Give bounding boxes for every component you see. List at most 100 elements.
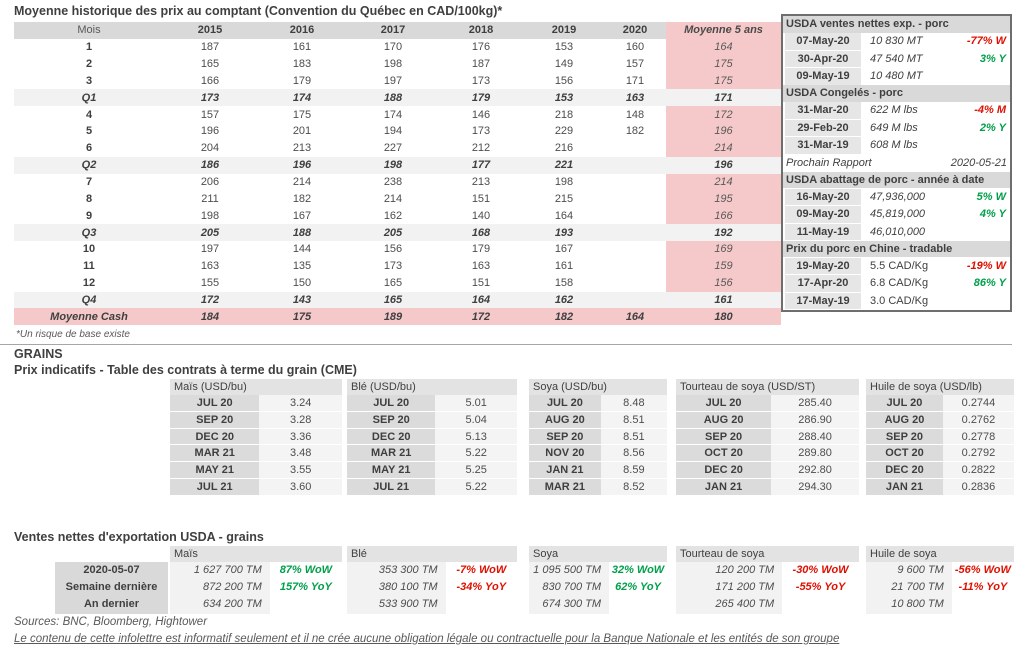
futures-price: 5.01 [435, 395, 517, 412]
export-change: 157% YoY [279, 581, 332, 594]
futures-contract-month: JUL 20 [866, 395, 943, 412]
pork-price-cell: 182 [524, 308, 604, 326]
panel-row-change: 5% W [976, 190, 1006, 203]
pork-price-cell: 205 [164, 224, 256, 241]
pork-price-cell: 173 [164, 89, 256, 107]
export-row-labels: 2020-05-07 Semaine dernière An dernier [55, 546, 168, 614]
pork-row-9: 9 198 167 162 140 164 166 [14, 207, 781, 225]
export-change [609, 596, 667, 613]
export-data-row: 9 600 TM -56% WoW [866, 562, 1014, 580]
export-row-label: An dernier [55, 596, 168, 614]
pork-price-cell [604, 190, 666, 207]
pork-row-label: 9 [85, 209, 93, 222]
pork-price-cell: 194 [383, 125, 403, 138]
pork-row-12: 12 155 150 165 151 158 156 [14, 274, 781, 292]
pork-price-cell [604, 156, 666, 174]
futures-price: 8.59 [600, 462, 667, 479]
export-data-row: 1 095 500 TM 32% WoW [529, 562, 667, 580]
export-change [782, 596, 859, 613]
futures-row: JUL 20 3.24 [170, 395, 342, 412]
pork-price-cell: 164 [604, 308, 666, 326]
export-volume: 21 700 TM [866, 579, 952, 597]
pork-row-11: 11 163 135 173 163 161 159 [14, 257, 781, 275]
pork-footnote: *Un risque de base existe [16, 329, 130, 340]
export-group-header: Maïs [170, 546, 342, 562]
export-volume: 171 200 TM [676, 579, 783, 597]
futures-contract-month: OCT 20 [676, 445, 772, 463]
pork-price-cell: 198 [348, 156, 438, 174]
pork-price-cell: 144 [292, 243, 312, 256]
panel-next-report-date: 2020-05-21 [950, 156, 1007, 169]
export-volume: 830 700 TM [529, 579, 610, 597]
panel-data-row: 09-May-20 45,819,000 4% Y [783, 206, 1010, 224]
futures-price: 292.80 [771, 462, 859, 479]
futures-price: 0.2836 [942, 478, 1014, 496]
futures-row: SEP 20 5.04 [347, 411, 517, 429]
pork-price-cell: 175 [292, 108, 312, 121]
pork-price-cell: 182 [625, 125, 645, 138]
export-data-row: 265 400 TM [676, 596, 859, 614]
futures-row: DEC 20 5.13 [347, 428, 517, 446]
pork-price-cell: 156 [666, 274, 781, 292]
futures-row: MAR 21 8.52 [529, 478, 667, 496]
futures-price: 8.48 [600, 395, 667, 412]
futures-row: JUL 20 5.01 [347, 395, 517, 412]
panel-data-row: 31-Mar-19 608 M lbs [783, 137, 1010, 155]
export-change: -34% YoY [456, 581, 507, 594]
disclaimer-link[interactable]: Le contenu de cette infolettre est infor… [14, 633, 840, 645]
futures-row: JAN 21 8.59 [529, 462, 667, 479]
futures-contract-month: JUL 20 [529, 395, 601, 412]
pork-price-cell: 214 [292, 176, 312, 189]
pork-price-cell: 196 [666, 123, 781, 140]
export-data-row: 21 700 TM -11% YoY [866, 579, 1014, 597]
panel-row-date: 09-May-19 [785, 68, 861, 85]
panel-row-change: 86% Y [973, 277, 1006, 290]
pork-price-cell: 177 [438, 156, 524, 174]
futures-price: 286.90 [771, 411, 859, 429]
export-volume: 533 900 TM [347, 596, 446, 614]
export-group-header: Huile de soya [866, 546, 1014, 562]
pork-price-cell: 151 [471, 277, 491, 290]
futures-contract-month: SEP 20 [170, 411, 260, 429]
pork-row-label: 5 [85, 125, 93, 138]
pork-price-cell: 163 [604, 89, 666, 107]
futures-group-3: Tourteau de soya (USD/ST) JUL 20 285.40 AUG… [676, 379, 859, 496]
pork-row-label: 12 [82, 277, 96, 290]
pork-price-cell: 140 [471, 209, 491, 222]
export-change: 62% YoY [615, 581, 661, 594]
panel-row-value: 649 M lbs [870, 121, 918, 134]
futures-price: 5.22 [435, 478, 517, 496]
pork-row-7: 7 206 214 238 213 198 214 [14, 173, 781, 191]
futures-contract-month: JAN 21 [866, 478, 943, 496]
pork-row-q2: Q2 186 196 198 177 221 196 [14, 156, 781, 174]
pork-price-cell: 218 [554, 108, 574, 121]
futures-row: MAR 21 5.22 [347, 445, 517, 463]
futures-price: 0.2792 [942, 445, 1014, 463]
pork-price-cell: 160 [625, 41, 645, 54]
pork-price-cell: 198 [554, 176, 574, 189]
pork-price-cell: 184 [164, 308, 256, 326]
pork-price-cell: 157 [625, 58, 645, 71]
pork-price-cell: 156 [554, 74, 574, 87]
futures-row: SEP 20 3.28 [170, 411, 342, 429]
pork-col-header: 2016 [256, 22, 348, 39]
futures-row: JUL 20 285.40 [676, 395, 859, 412]
pork-price-cell: 176 [471, 41, 491, 54]
futures-price: 3.55 [259, 462, 342, 479]
pork-price-cell: 165 [200, 58, 220, 71]
panel-section-header: USDA Congelés - porc [783, 85, 1010, 102]
panel-row-value: 10 480 MT [870, 70, 923, 83]
futures-price: 5.25 [435, 462, 517, 479]
pork-price-cell: 173 [383, 260, 403, 273]
pork-price-cell: 172 [438, 308, 524, 326]
futures-price: 0.2762 [942, 411, 1014, 429]
pork-col-header: 2018 [438, 22, 524, 39]
pork-price-cell: 196 [256, 156, 348, 174]
export-volume: 674 300 TM [529, 596, 610, 614]
panel-row-value: 46,010,000 [870, 225, 926, 238]
futures-contract-month: JAN 21 [529, 462, 601, 479]
export-volume: 1 095 500 TM [529, 562, 610, 580]
export-volume: 353 300 TM [347, 562, 446, 580]
futures-price: 3.36 [259, 428, 342, 446]
